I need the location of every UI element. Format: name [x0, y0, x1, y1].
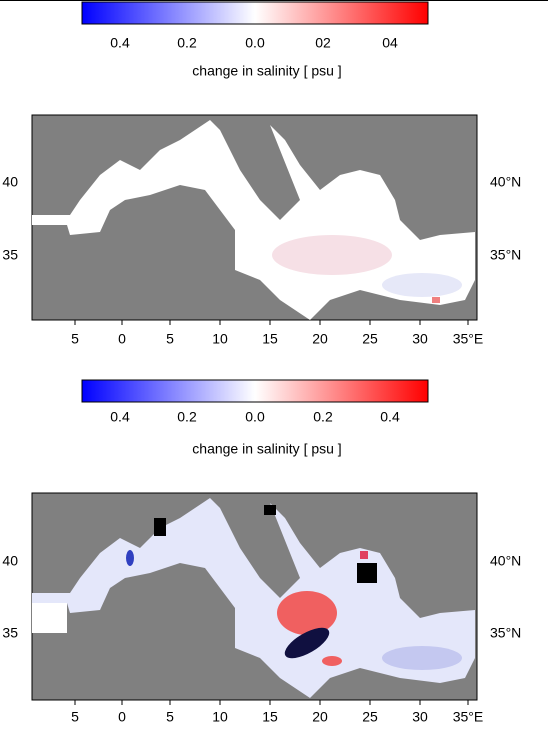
colorbar-tick-label: 02: [315, 35, 331, 51]
anomaly: [277, 591, 337, 635]
x-tick-label: 10: [212, 709, 228, 725]
colorbar: [81, 379, 429, 403]
map: [31, 492, 478, 701]
colorbar-tick-label: 0.0: [245, 35, 265, 51]
colorbar-tick-label: 0.0: [245, 409, 265, 425]
colorbar: [81, 1, 429, 25]
x-tick-label: 0: [118, 709, 126, 725]
anomaly: [432, 297, 440, 303]
y-tick-label: 40: [2, 553, 18, 569]
anomaly: [154, 518, 166, 536]
map: [31, 114, 478, 321]
colorbar-tick-label: 0.2: [313, 409, 333, 425]
colorbar-tick-label: 0.4: [110, 35, 130, 51]
colorbar-label: change in salinity [ psu ]: [192, 441, 341, 457]
y-tick-label-right: 40°N: [490, 553, 521, 569]
y-tick-label-right: 40°N: [490, 174, 521, 190]
x-tick-label: 35°E: [453, 331, 484, 347]
colorbar-label: change in salinity [ psu ]: [192, 63, 341, 79]
x-tick-label: 10: [212, 331, 228, 347]
y-tick-label: 35: [2, 625, 18, 641]
anomaly: [322, 656, 342, 666]
x-tick-label: 25: [362, 331, 378, 347]
x-tick-label: 30: [412, 331, 428, 347]
x-tick-label: 15: [262, 709, 278, 725]
x-tick-label: 5: [166, 709, 174, 725]
anomaly: [284, 627, 330, 659]
y-tick-label: 40: [2, 174, 18, 190]
x-tick-label: 5: [71, 709, 79, 725]
anomaly: [126, 550, 134, 566]
colorbar-tick-label: 0.2: [177, 35, 197, 51]
anomaly: [360, 551, 368, 559]
x-tick-label: 0: [118, 331, 126, 347]
y-tick-label: 35: [2, 247, 18, 263]
sea: [32, 603, 67, 633]
x-tick-label: 5: [71, 331, 79, 347]
colorbar-tick-label: 0.4: [110, 409, 130, 425]
x-tick-label: 20: [312, 331, 328, 347]
colorbar-tick-label: 0.2: [177, 409, 197, 425]
x-tick-label: 15: [262, 331, 278, 347]
y-tick-label-right: 35°N: [490, 625, 521, 641]
x-tick-label: 35°E: [453, 709, 484, 725]
colorbar-tick-label: 04: [382, 35, 398, 51]
anomaly: [357, 563, 377, 583]
x-tick-label: 20: [312, 709, 328, 725]
anomaly: [382, 646, 462, 670]
x-tick-label: 25: [362, 709, 378, 725]
colorbar-tick-label: 0.4: [380, 409, 400, 425]
sea: [32, 498, 475, 698]
anomaly: [264, 505, 276, 515]
x-tick-label: 5: [166, 331, 174, 347]
y-tick-label-right: 35°N: [490, 247, 521, 263]
anomaly: [382, 273, 462, 297]
anomaly: [272, 235, 392, 275]
x-tick-label: 30: [412, 709, 428, 725]
